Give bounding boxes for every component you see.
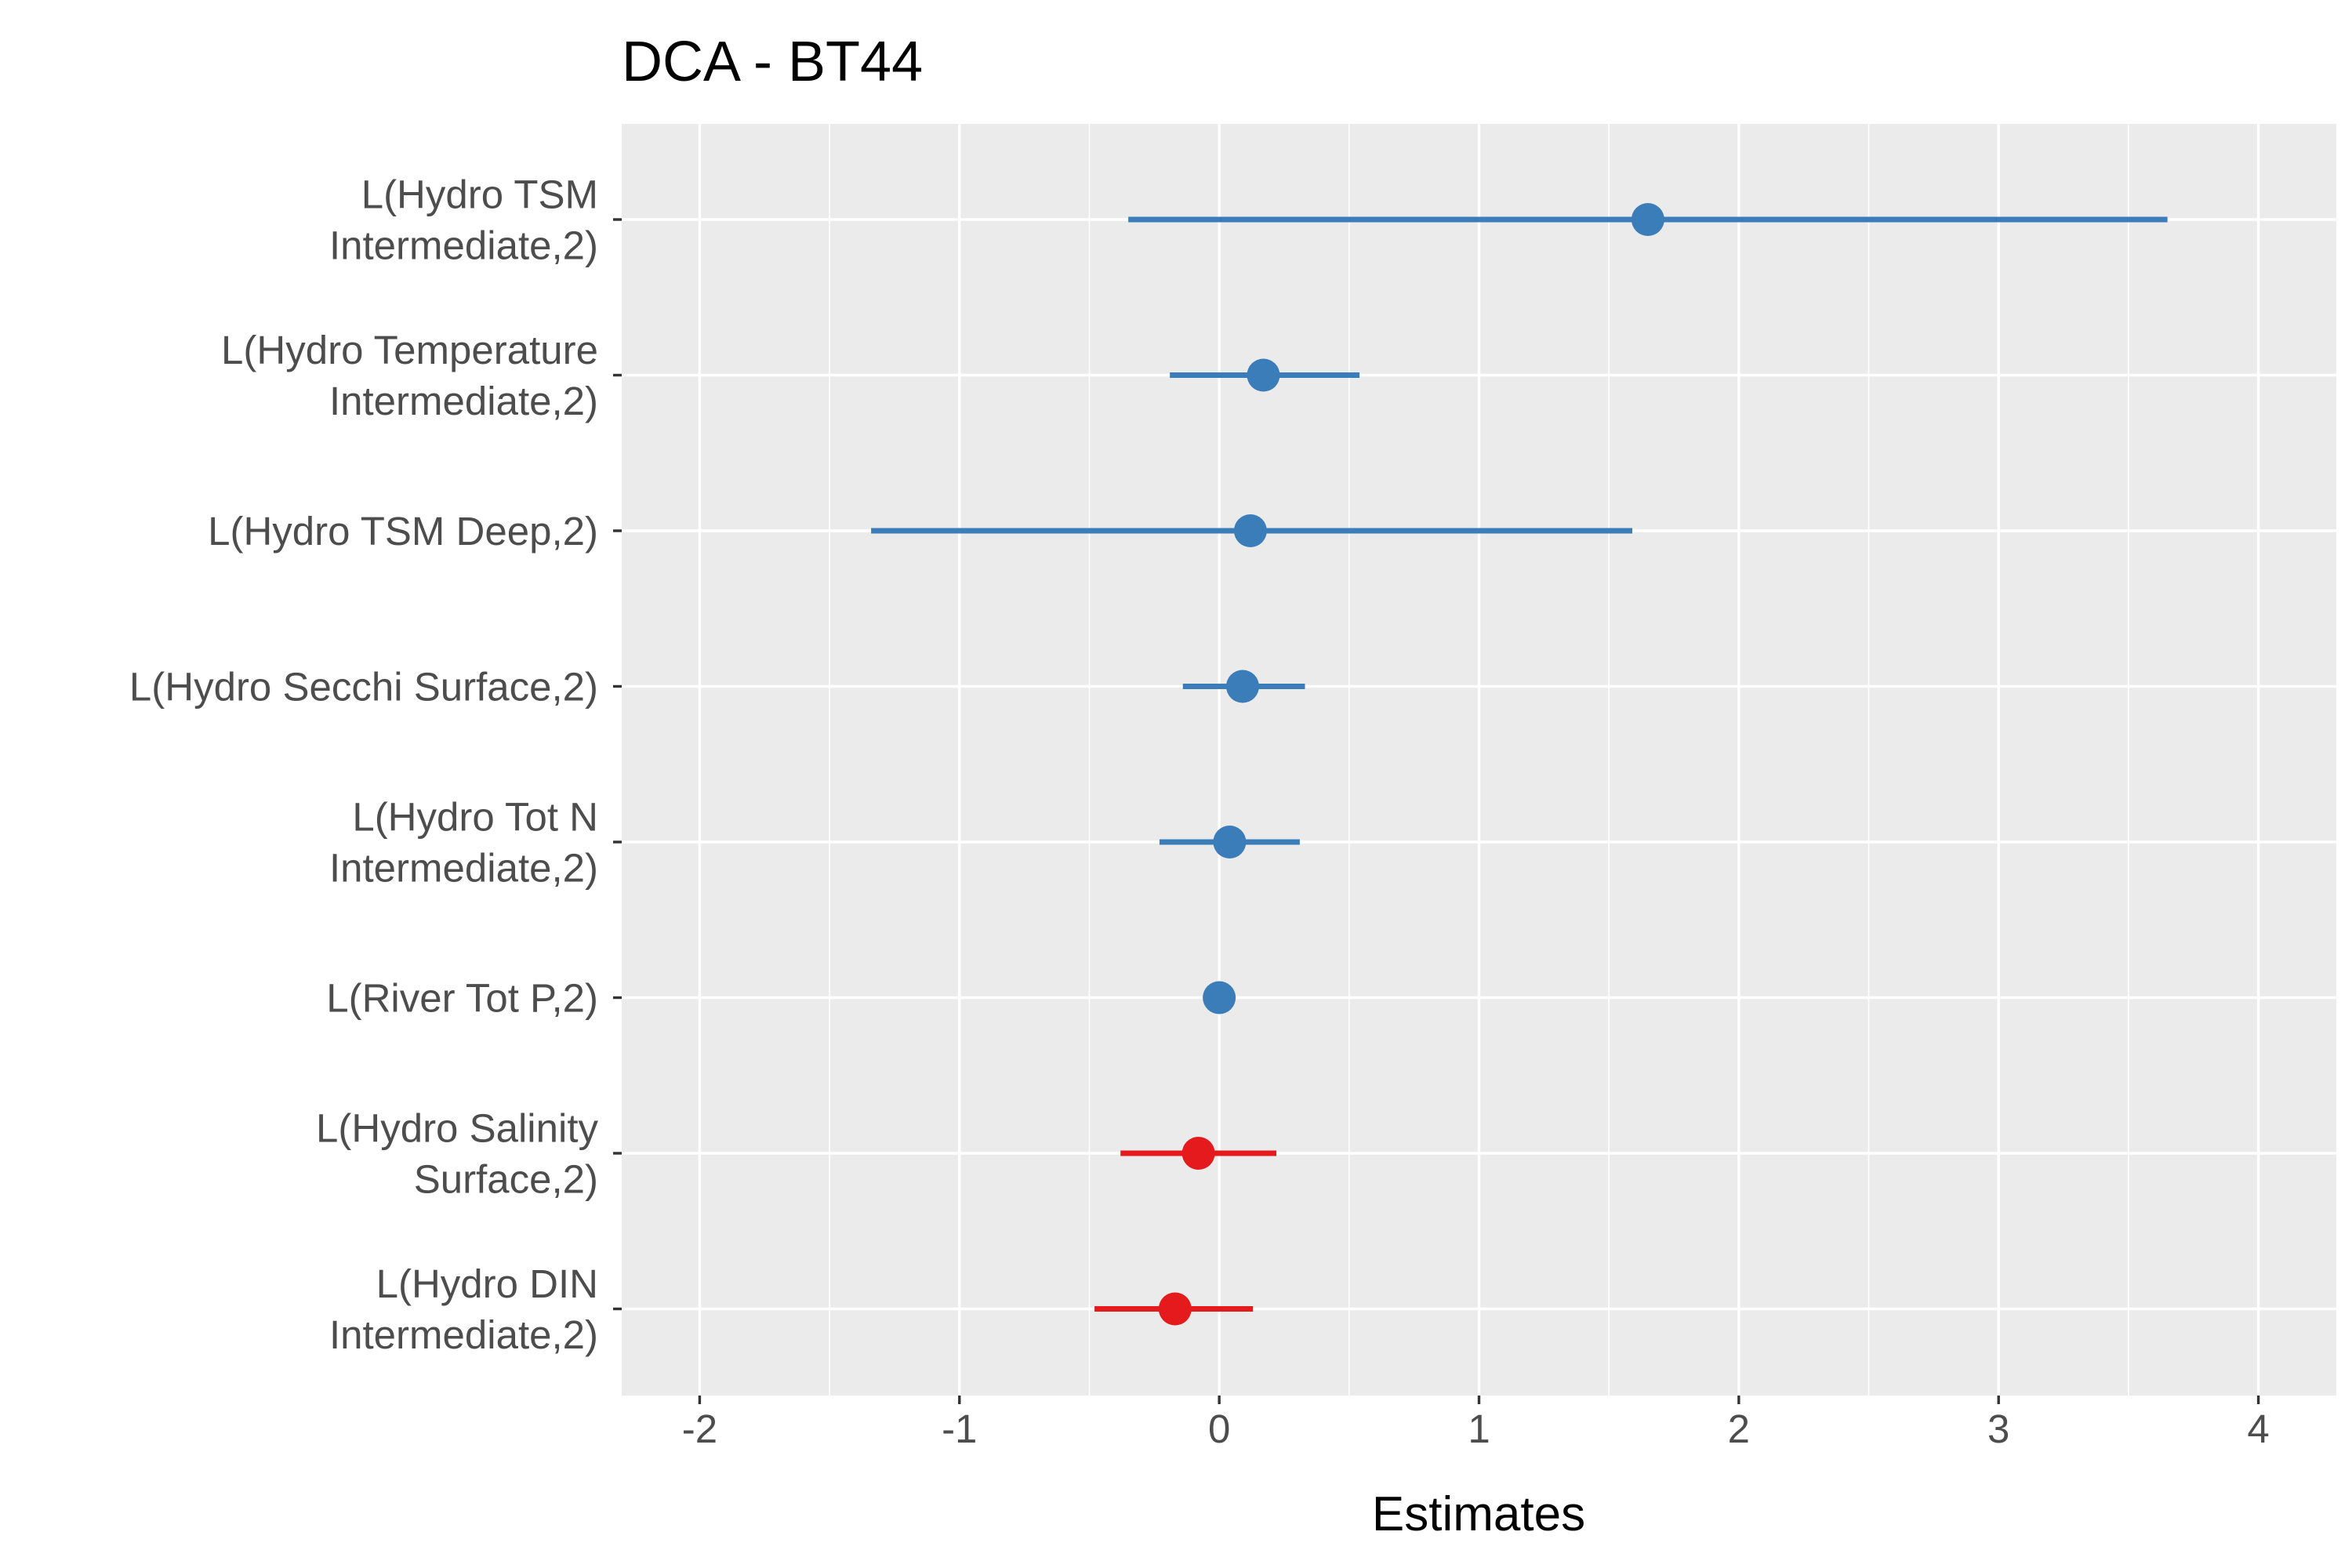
x-tick-label: 4 bbox=[2247, 1406, 2269, 1451]
x-tick-label: -1 bbox=[942, 1406, 977, 1451]
estimate-point bbox=[1203, 981, 1236, 1014]
estimate-point bbox=[1181, 1137, 1215, 1170]
estimate-point bbox=[1631, 203, 1664, 236]
chart-title: DCA - BT44 bbox=[622, 31, 923, 93]
x-tick-label: 3 bbox=[1987, 1406, 2009, 1451]
y-axis: L(Hydro TSM Intermediate,2) L(Hydro Temper… bbox=[129, 172, 622, 1357]
y-category-label: Intermediate,2) bbox=[329, 379, 598, 423]
y-category-label: L(Hydro Salinity bbox=[316, 1106, 598, 1151]
estimate-point bbox=[1233, 514, 1267, 547]
data-marks bbox=[871, 203, 2168, 1326]
y-category-label: L(Hydro Secchi Surface,2) bbox=[129, 665, 598, 710]
y-category-label: L(Hydro TSM bbox=[361, 172, 598, 217]
y-category-label: Intermediate,2) bbox=[329, 223, 598, 268]
y-category-label: L(Hydro DIN bbox=[376, 1261, 598, 1306]
y-category-label: L(Hydro TSM Deep,2) bbox=[208, 509, 598, 554]
estimate-point bbox=[1213, 826, 1247, 858]
x-axis: -2 -1 0 1 2 3 4 bbox=[682, 1396, 2270, 1451]
y-category-label: Surface,2) bbox=[414, 1157, 598, 1202]
estimate-point bbox=[1225, 670, 1259, 703]
y-category-label: L(River Tot P,2) bbox=[326, 976, 598, 1021]
y-category-label: Intermediate,2) bbox=[329, 1312, 598, 1357]
x-tick-label: -2 bbox=[682, 1406, 717, 1451]
y-category-label: L(Hydro Temperature bbox=[221, 328, 598, 372]
estimate-point bbox=[1158, 1292, 1192, 1326]
x-tick-label: 2 bbox=[1728, 1406, 1750, 1451]
estimate-point bbox=[1247, 358, 1280, 392]
x-tick-label: 1 bbox=[1468, 1406, 1490, 1451]
x-tick-label: 0 bbox=[1208, 1406, 1230, 1451]
y-category-label: Intermediate,2) bbox=[329, 846, 598, 891]
grid-lines bbox=[622, 124, 2336, 1396]
x-axis-title: Estimates bbox=[1372, 1487, 1585, 1541]
y-category-label: L(Hydro Tot N bbox=[352, 795, 598, 840]
